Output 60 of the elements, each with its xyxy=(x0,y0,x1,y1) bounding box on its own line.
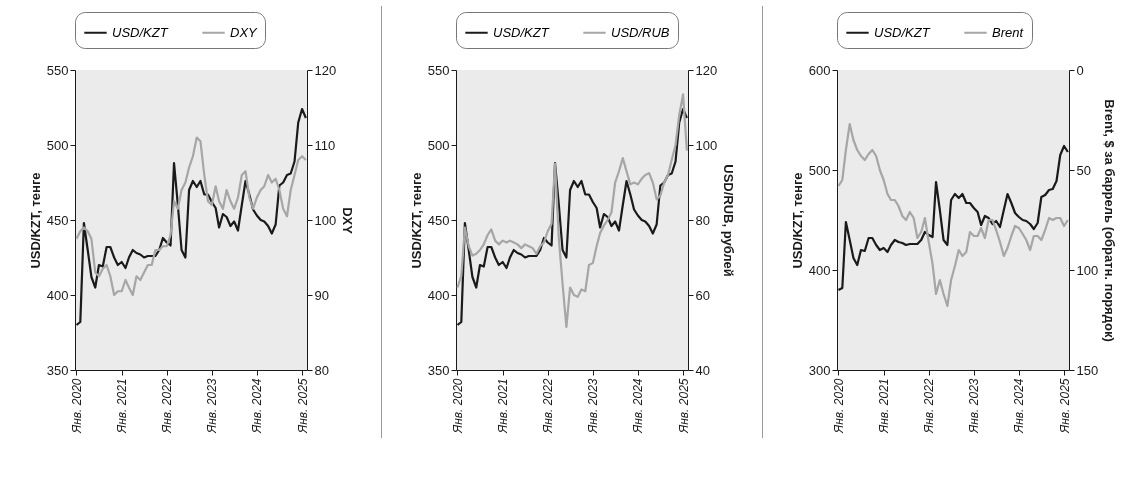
x-tick-label: Янв. 2025 xyxy=(295,378,310,434)
y-tick-label: 450 xyxy=(46,212,68,228)
x-tick-label: Янв. 2022 xyxy=(159,378,174,434)
line-series xyxy=(74,136,307,297)
x-tick-label: Янв. 2024 xyxy=(249,378,264,434)
x-tick-label: Янв. 2025 xyxy=(1057,378,1072,434)
legend-label: Brent xyxy=(992,24,1025,40)
y2-tick-label: 50 xyxy=(1076,162,1091,178)
y2-tick-label: 0 xyxy=(1076,62,1084,78)
y2-tick-label: 120 xyxy=(314,62,336,78)
x-tick-label: Янв. 2023 xyxy=(204,378,219,434)
x-tick-label: Янв. 2024 xyxy=(1012,378,1027,434)
y2-tick-label: 90 xyxy=(314,287,329,303)
y-tick-label: 600 xyxy=(808,62,831,78)
y2-tick-label: 150 xyxy=(1076,362,1099,378)
y-tick-label: 400 xyxy=(46,287,68,303)
y2-axis-title: Brent, $ за баррель (обратн. порядок) xyxy=(1102,99,1118,342)
legend-label: USD/KZT xyxy=(493,24,550,40)
y2-tick-label: 110 xyxy=(314,137,335,153)
y-tick-label: 350 xyxy=(46,362,68,378)
y2-tick-label: 100 xyxy=(1076,262,1099,278)
legend-label: USD/KZT xyxy=(111,24,169,40)
x-tick-label: Янв. 2025 xyxy=(676,378,691,434)
x-tick-label: Янв. 2021 xyxy=(114,378,129,434)
legend-label: USD/RUB xyxy=(611,24,670,40)
y-axis-title: USD/KZT, тенге xyxy=(27,172,43,269)
y-tick-label: 400 xyxy=(427,287,450,303)
y2-tick-label: 120 xyxy=(695,62,718,78)
y-tick-label: 500 xyxy=(46,137,68,153)
y2-tick-label: 100 xyxy=(695,137,718,153)
y-tick-label: 300 xyxy=(808,362,831,378)
y-tick-label: 550 xyxy=(46,62,68,78)
y2-tick-label: 80 xyxy=(695,212,710,228)
legend-label: DXY xyxy=(229,24,258,40)
x-tick-label: Янв. 2023 xyxy=(967,378,982,434)
y2-axis-title: USD/RUB, рублей xyxy=(721,164,737,277)
y-tick-label: 350 xyxy=(427,362,450,378)
y2-tick-label: 60 xyxy=(695,287,710,303)
y2-axis-title: DXY xyxy=(339,207,355,235)
line-series xyxy=(837,122,1069,308)
y-tick-label: 500 xyxy=(808,162,831,178)
y-tick-label: 500 xyxy=(427,137,450,153)
x-tick-label: Янв. 2020 xyxy=(831,378,846,434)
y-axis-title: USD/KZT, тенге xyxy=(789,172,805,269)
y2-tick-label: 80 xyxy=(314,362,329,378)
x-tick-label: Янв. 2022 xyxy=(541,378,556,434)
y2-tick-label: 40 xyxy=(695,362,710,378)
y-axis-title: USD/KZT, тенге xyxy=(408,172,424,269)
y-tick-label: 550 xyxy=(427,62,450,78)
x-tick-label: Янв. 2021 xyxy=(496,378,511,434)
x-tick-label: Янв. 2021 xyxy=(877,378,892,434)
y-tick-label: 450 xyxy=(427,212,450,228)
legend-label: USD/KZT xyxy=(874,24,931,40)
x-tick-label: Янв. 2022 xyxy=(922,378,937,434)
y-tick-label: 400 xyxy=(808,262,831,278)
x-tick-label: Янв. 2020 xyxy=(69,378,84,434)
x-tick-label: Янв. 2023 xyxy=(586,378,601,434)
y2-tick-label: 100 xyxy=(314,212,336,228)
x-tick-label: Янв. 2020 xyxy=(450,378,465,434)
x-tick-label: Янв. 2024 xyxy=(631,378,646,434)
